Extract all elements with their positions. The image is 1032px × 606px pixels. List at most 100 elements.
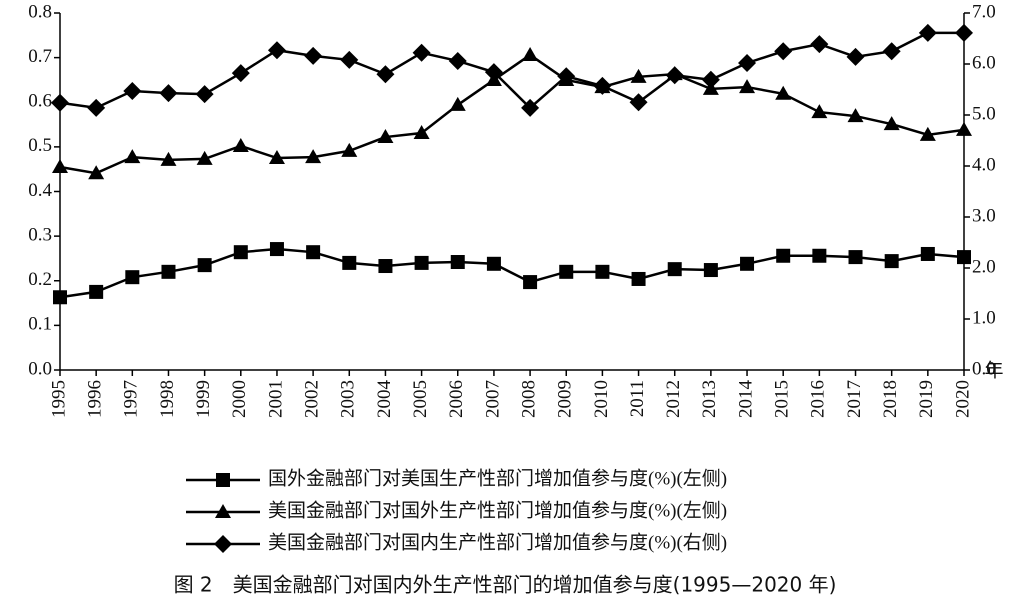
marker-triangle <box>956 121 972 136</box>
marker-triangle <box>630 68 647 83</box>
y2-tick-label: 5.0 <box>972 103 996 124</box>
marker-diamond <box>629 93 648 112</box>
marker-square <box>523 275 538 290</box>
y-tick-label: 0.8 <box>28 1 52 22</box>
marker-diamond <box>448 51 467 70</box>
marker-triangle <box>341 142 358 157</box>
marker-triangle <box>268 150 285 165</box>
y-tick-label: 0.2 <box>28 269 52 290</box>
legend-label: 美国金融部门对国内生产性部门增加值参与度(%)(右侧) <box>268 531 727 553</box>
x-tick-label: 2017 <box>844 380 865 418</box>
marker-triangle <box>232 137 249 152</box>
marker-square <box>920 246 935 261</box>
marker-square <box>631 271 646 286</box>
marker-square <box>812 248 827 263</box>
marker-diamond <box>340 50 359 69</box>
marker-square <box>269 242 284 257</box>
marker-diamond <box>195 85 214 104</box>
marker-square <box>342 255 357 270</box>
x-axis-label: 年 <box>984 359 1003 381</box>
y2-tick-label: 7.0 <box>972 1 996 22</box>
marker-diamond <box>304 46 323 65</box>
marker-triangle <box>739 79 756 94</box>
marker-triangle <box>883 116 900 131</box>
marker-triangle <box>305 149 322 164</box>
marker-square <box>957 250 971 265</box>
x-tick-label: 2009 <box>555 380 576 418</box>
marker-square <box>776 248 791 263</box>
legend-label: 国外金融部门对美国生产性部门增加值参与度(%)(左侧) <box>268 467 727 489</box>
chart-title: 图 2 美国金融部门对国内外生产性部门的增加值参与度(1995—2020 年) <box>174 573 837 597</box>
y2-tick-label: 4.0 <box>972 154 996 175</box>
marker-square <box>559 264 574 279</box>
marker-square <box>414 255 429 270</box>
x-tick-label: 2003 <box>338 380 359 418</box>
y-tick-label: 0.3 <box>28 224 52 245</box>
x-tick-label: 1995 <box>48 380 69 418</box>
marker-diamond <box>521 98 540 117</box>
x-tick-label: 2012 <box>663 380 684 418</box>
marker-diamond <box>87 98 106 117</box>
y-tick-label: 0.0 <box>28 358 52 379</box>
marker-diamond <box>159 84 178 103</box>
marker-diamond <box>593 76 612 95</box>
marker-triangle <box>124 149 141 164</box>
marker-square <box>161 264 176 279</box>
marker-triangle <box>413 125 430 140</box>
y2-tick-label: 2.0 <box>972 256 996 277</box>
marker-diamond <box>918 23 937 42</box>
x-tick-label: 2018 <box>880 380 901 418</box>
marker-triangle <box>775 85 792 100</box>
x-tick-label: 2016 <box>808 380 829 418</box>
x-tick-label: 2001 <box>265 380 286 418</box>
x-tick-label: 2014 <box>735 380 756 419</box>
x-tick-label: 2008 <box>518 380 539 418</box>
marker-square <box>884 254 899 269</box>
marker-diamond <box>557 67 576 86</box>
y2-tick-label: 1.0 <box>972 307 996 328</box>
marker-diamond <box>846 47 865 66</box>
marker-triangle <box>919 126 936 141</box>
marker-triangle <box>522 46 539 61</box>
x-tick-label: 2019 <box>916 380 937 418</box>
marker-square <box>89 284 104 299</box>
marker-diamond <box>231 64 250 83</box>
x-tick-label: 1996 <box>85 380 106 418</box>
marker-diamond <box>376 65 395 84</box>
marker-diamond <box>484 63 503 82</box>
y-tick-label: 0.7 <box>28 46 52 67</box>
marker-square <box>703 263 718 278</box>
marker-diamond <box>810 35 829 54</box>
marker-square <box>595 264 610 279</box>
marker-triangle <box>377 129 394 144</box>
marker-diamond <box>701 70 720 89</box>
marker-square <box>216 473 230 487</box>
x-tick-label: 2010 <box>591 380 612 418</box>
series-line <box>59 53 965 175</box>
x-tick-label: 2002 <box>301 380 322 418</box>
y-tick-label: 0.5 <box>28 135 52 156</box>
marker-triangle <box>811 104 828 119</box>
marker-square <box>197 258 212 273</box>
marker-diamond <box>955 23 973 42</box>
x-tick-label: 2004 <box>374 380 395 419</box>
legend-label: 美国金融部门对国外生产性部门增加值参与度(%)(左侧) <box>268 499 727 521</box>
x-tick-label: 2015 <box>772 380 793 418</box>
marker-diamond <box>412 43 431 62</box>
x-tick-label: 2006 <box>446 380 467 418</box>
x-tick-label: 2007 <box>482 380 503 418</box>
x-tick-label: 2011 <box>627 380 648 417</box>
y2-tick-label: 0.0 <box>972 358 996 379</box>
marker-diamond <box>214 535 232 553</box>
y-tick-label: 0.6 <box>28 91 52 112</box>
marker-triangle <box>196 150 213 165</box>
marker-square <box>740 256 755 271</box>
y2-tick-label: 3.0 <box>972 205 996 226</box>
x-tick-label: 1999 <box>193 380 214 418</box>
x-tick-label: 1998 <box>157 380 178 418</box>
marker-square <box>306 245 321 260</box>
series-line <box>59 31 964 110</box>
marker-diamond <box>774 42 793 61</box>
x-tick-label: 2005 <box>410 380 431 418</box>
x-tick-label: 2013 <box>699 380 720 418</box>
